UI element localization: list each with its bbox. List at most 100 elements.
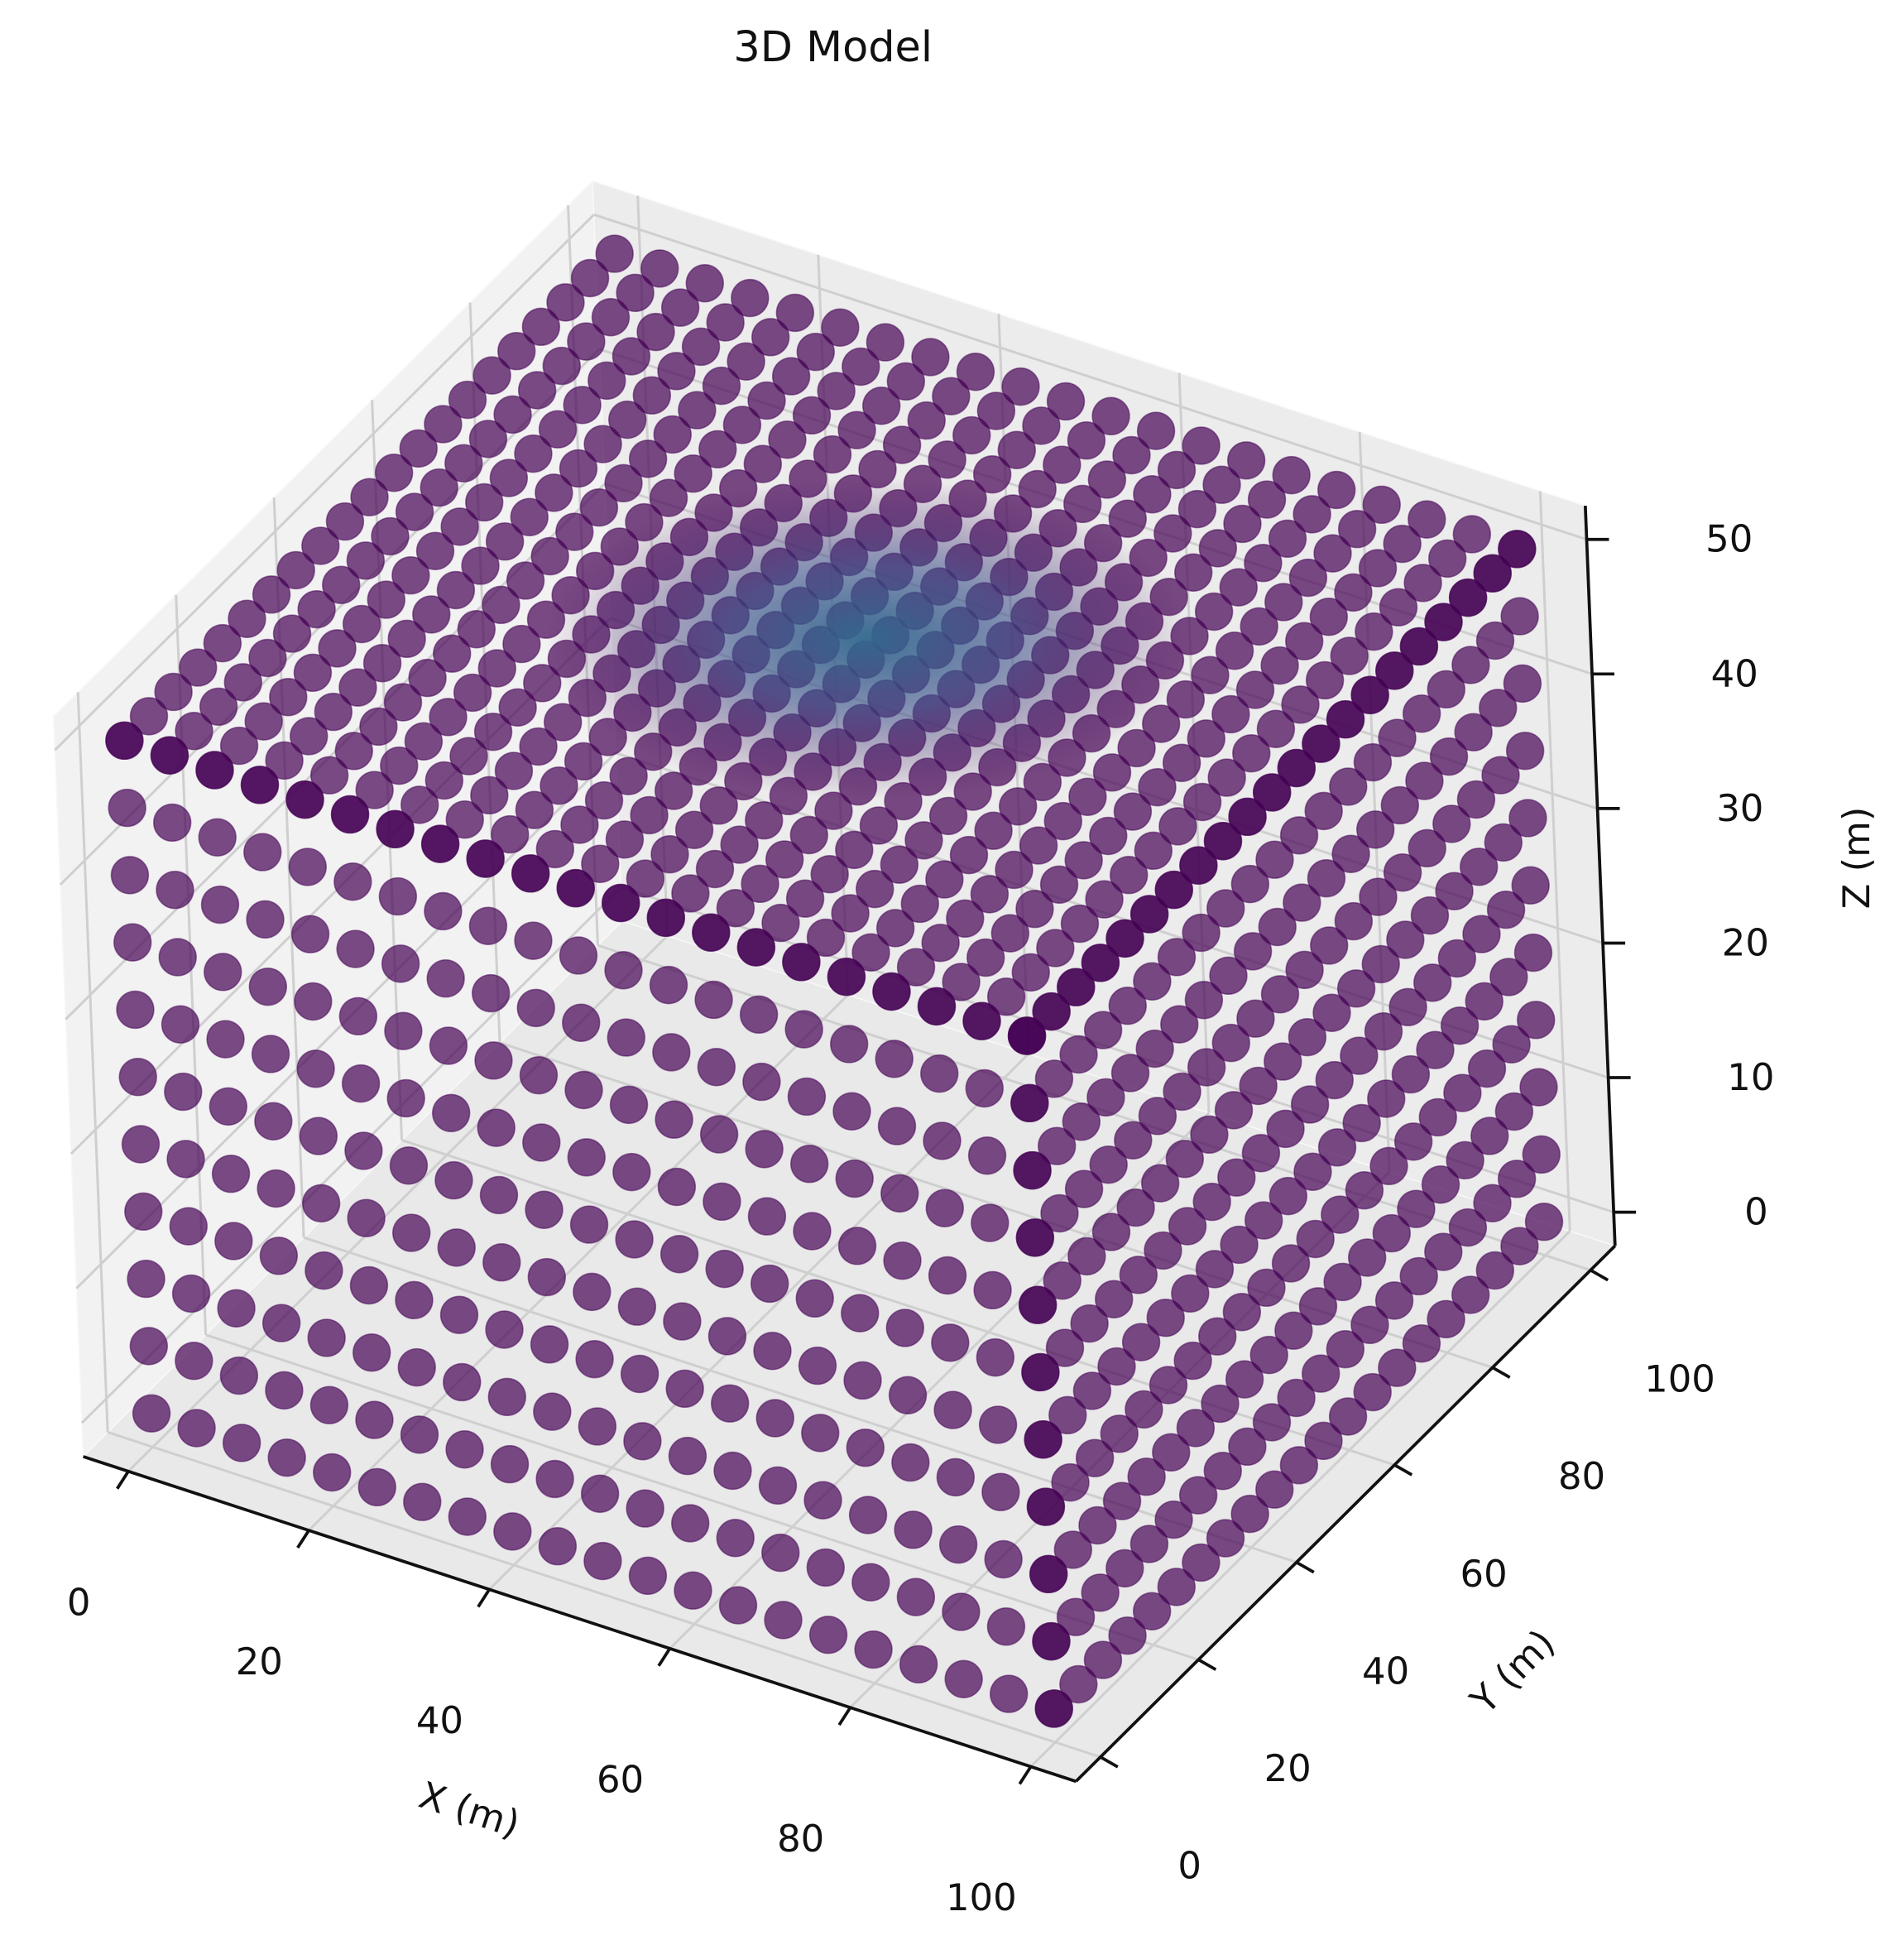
- point: [965, 1069, 1004, 1108]
- point: [731, 278, 770, 318]
- point: [1136, 411, 1176, 450]
- point: [636, 312, 675, 352]
- point: [1154, 1500, 1193, 1539]
- point: [699, 786, 738, 825]
- point: [1452, 515, 1492, 554]
- point: [588, 361, 626, 401]
- point: [1364, 1011, 1403, 1051]
- point: [297, 589, 336, 629]
- point: [1304, 1421, 1343, 1461]
- y-tick: [1197, 1658, 1217, 1671]
- point: [936, 1458, 976, 1497]
- point: [702, 366, 741, 406]
- point: [976, 1337, 1015, 1377]
- point: [1505, 731, 1545, 771]
- point: [567, 322, 606, 361]
- point: [1239, 1066, 1278, 1106]
- point: [293, 653, 333, 693]
- point: [1105, 1549, 1144, 1588]
- chart-title: 3D Model: [733, 23, 933, 72]
- point: [1462, 915, 1501, 953]
- point: [1081, 1573, 1120, 1612]
- point: [1494, 1092, 1534, 1131]
- point: [570, 258, 610, 298]
- point: [1361, 944, 1400, 984]
- point: [1402, 1324, 1441, 1363]
- point: [1448, 1208, 1488, 1247]
- point: [1135, 1029, 1174, 1069]
- point: [342, 604, 381, 644]
- point: [990, 914, 1030, 953]
- point: [1391, 1054, 1431, 1094]
- point: [516, 988, 555, 1028]
- point: [415, 531, 455, 570]
- point: [1129, 895, 1169, 934]
- point: [1279, 816, 1319, 855]
- point: [1508, 799, 1547, 838]
- point: [604, 463, 643, 503]
- point: [806, 1548, 846, 1587]
- point: [739, 995, 779, 1035]
- point: [974, 811, 1013, 850]
- point: [976, 391, 1016, 430]
- point: [1207, 758, 1246, 797]
- point: [928, 796, 968, 836]
- point: [1326, 1329, 1365, 1369]
- point: [1413, 963, 1452, 1002]
- point: [1113, 792, 1153, 831]
- point: [674, 1571, 712, 1610]
- point: [132, 1394, 171, 1433]
- point: [653, 415, 692, 454]
- point: [175, 711, 213, 751]
- point: [296, 1049, 335, 1088]
- point: [896, 1578, 936, 1616]
- point: [567, 1138, 607, 1177]
- point: [489, 459, 529, 497]
- z-axis-label: Z (m): [1834, 807, 1878, 910]
- x-tick: [1018, 1765, 1033, 1785]
- y-tick-label: 40: [1362, 1649, 1409, 1693]
- point: [1302, 724, 1340, 763]
- point: [431, 1093, 471, 1133]
- point: [697, 1048, 736, 1087]
- point: [522, 1123, 561, 1162]
- point: [660, 288, 700, 327]
- point: [1056, 1597, 1096, 1636]
- point: [346, 541, 386, 580]
- point: [121, 1125, 161, 1164]
- point: [671, 874, 710, 913]
- point: [312, 1453, 352, 1492]
- point: [209, 1087, 248, 1126]
- point: [685, 264, 724, 303]
- point: [817, 372, 856, 411]
- point: [1138, 1097, 1177, 1136]
- point: [424, 405, 463, 444]
- point: [668, 1436, 707, 1476]
- point: [1288, 558, 1328, 598]
- point: [973, 1270, 1012, 1310]
- point: [1284, 622, 1324, 660]
- point: [808, 1616, 848, 1654]
- point: [1226, 441, 1266, 480]
- point: [1255, 840, 1294, 879]
- point: [395, 1280, 434, 1320]
- point: [997, 430, 1037, 469]
- point: [527, 1257, 567, 1297]
- point: [1448, 578, 1488, 617]
- point: [400, 785, 439, 824]
- z-tick-label: 30: [1716, 786, 1763, 830]
- point: [1192, 1182, 1231, 1222]
- point: [727, 342, 765, 381]
- point: [1134, 831, 1173, 871]
- point: [986, 1607, 1026, 1646]
- point: [1203, 822, 1243, 861]
- point: [1067, 420, 1106, 460]
- point: [426, 959, 465, 998]
- x-tick-label: 60: [597, 1758, 644, 1802]
- point: [1194, 592, 1234, 632]
- point: [1083, 1011, 1123, 1049]
- point: [477, 1108, 516, 1147]
- point: [487, 1377, 527, 1416]
- point: [1492, 1025, 1531, 1064]
